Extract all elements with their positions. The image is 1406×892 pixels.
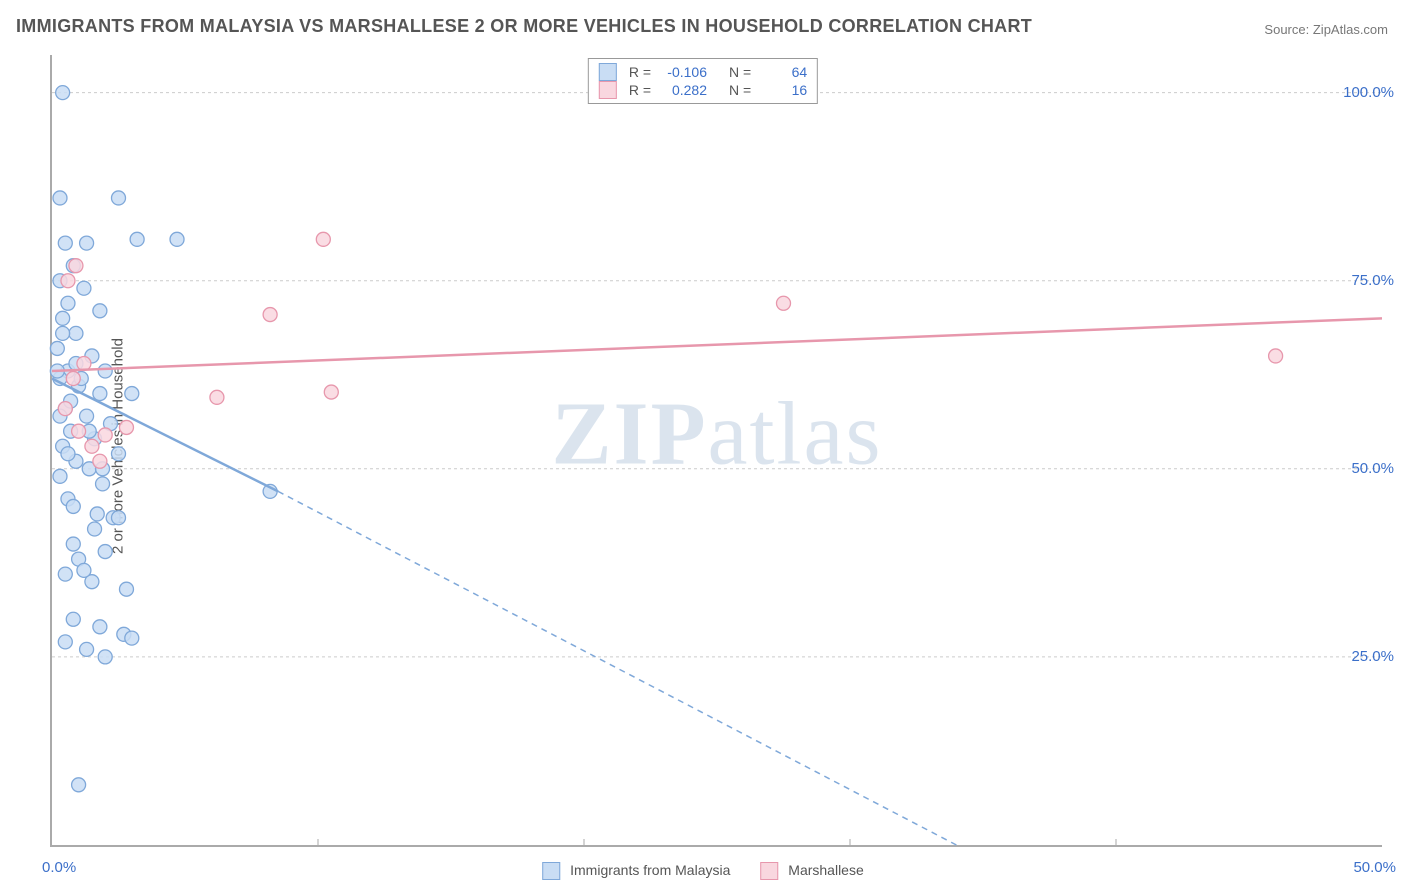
y-tick-75: 75.0% <box>1351 272 1394 289</box>
swatch-series2 <box>599 81 617 99</box>
legend-row: R = -0.106 N = 64 <box>599 63 807 81</box>
y-tick-25: 25.0% <box>1351 648 1394 665</box>
y-tick-100: 100.0% <box>1343 84 1394 101</box>
x-tick-50: 50.0% <box>1353 859 1396 876</box>
correlation-legend: R = -0.106 N = 64 R = 0.282 N = 16 <box>588 58 818 104</box>
n-label: N = <box>729 82 751 98</box>
chart-title: IMMIGRANTS FROM MALAYSIA VS MARSHALLESE … <box>16 16 1032 37</box>
source-attribution: Source: ZipAtlas.com <box>1264 22 1388 37</box>
scatter-chart <box>52 55 1382 845</box>
n-value-2: 16 <box>757 82 807 98</box>
r-value-1: -0.106 <box>657 64 707 80</box>
r-label: R = <box>629 64 651 80</box>
source-prefix: Source: <box>1264 22 1309 37</box>
legend-item: Marshallese <box>760 862 863 880</box>
legend-item: Immigrants from Malaysia <box>542 862 730 880</box>
series-name-2: Marshallese <box>788 862 863 878</box>
r-value-2: 0.282 <box>657 82 707 98</box>
r-label: R = <box>629 82 651 98</box>
source-name: ZipAtlas.com <box>1313 22 1388 37</box>
series-name-1: Immigrants from Malaysia <box>570 862 730 878</box>
n-label: N = <box>729 64 751 80</box>
swatch-series1 <box>599 63 617 81</box>
plot-area: ZIPatlas <box>50 55 1382 847</box>
swatch-series1 <box>542 862 560 880</box>
x-tick-0: 0.0% <box>42 859 76 876</box>
legend-row: R = 0.282 N = 16 <box>599 81 807 99</box>
series-legend: Immigrants from Malaysia Marshallese <box>542 862 864 880</box>
swatch-series2 <box>760 862 778 880</box>
n-value-1: 64 <box>757 64 807 80</box>
y-tick-50: 50.0% <box>1351 460 1394 477</box>
